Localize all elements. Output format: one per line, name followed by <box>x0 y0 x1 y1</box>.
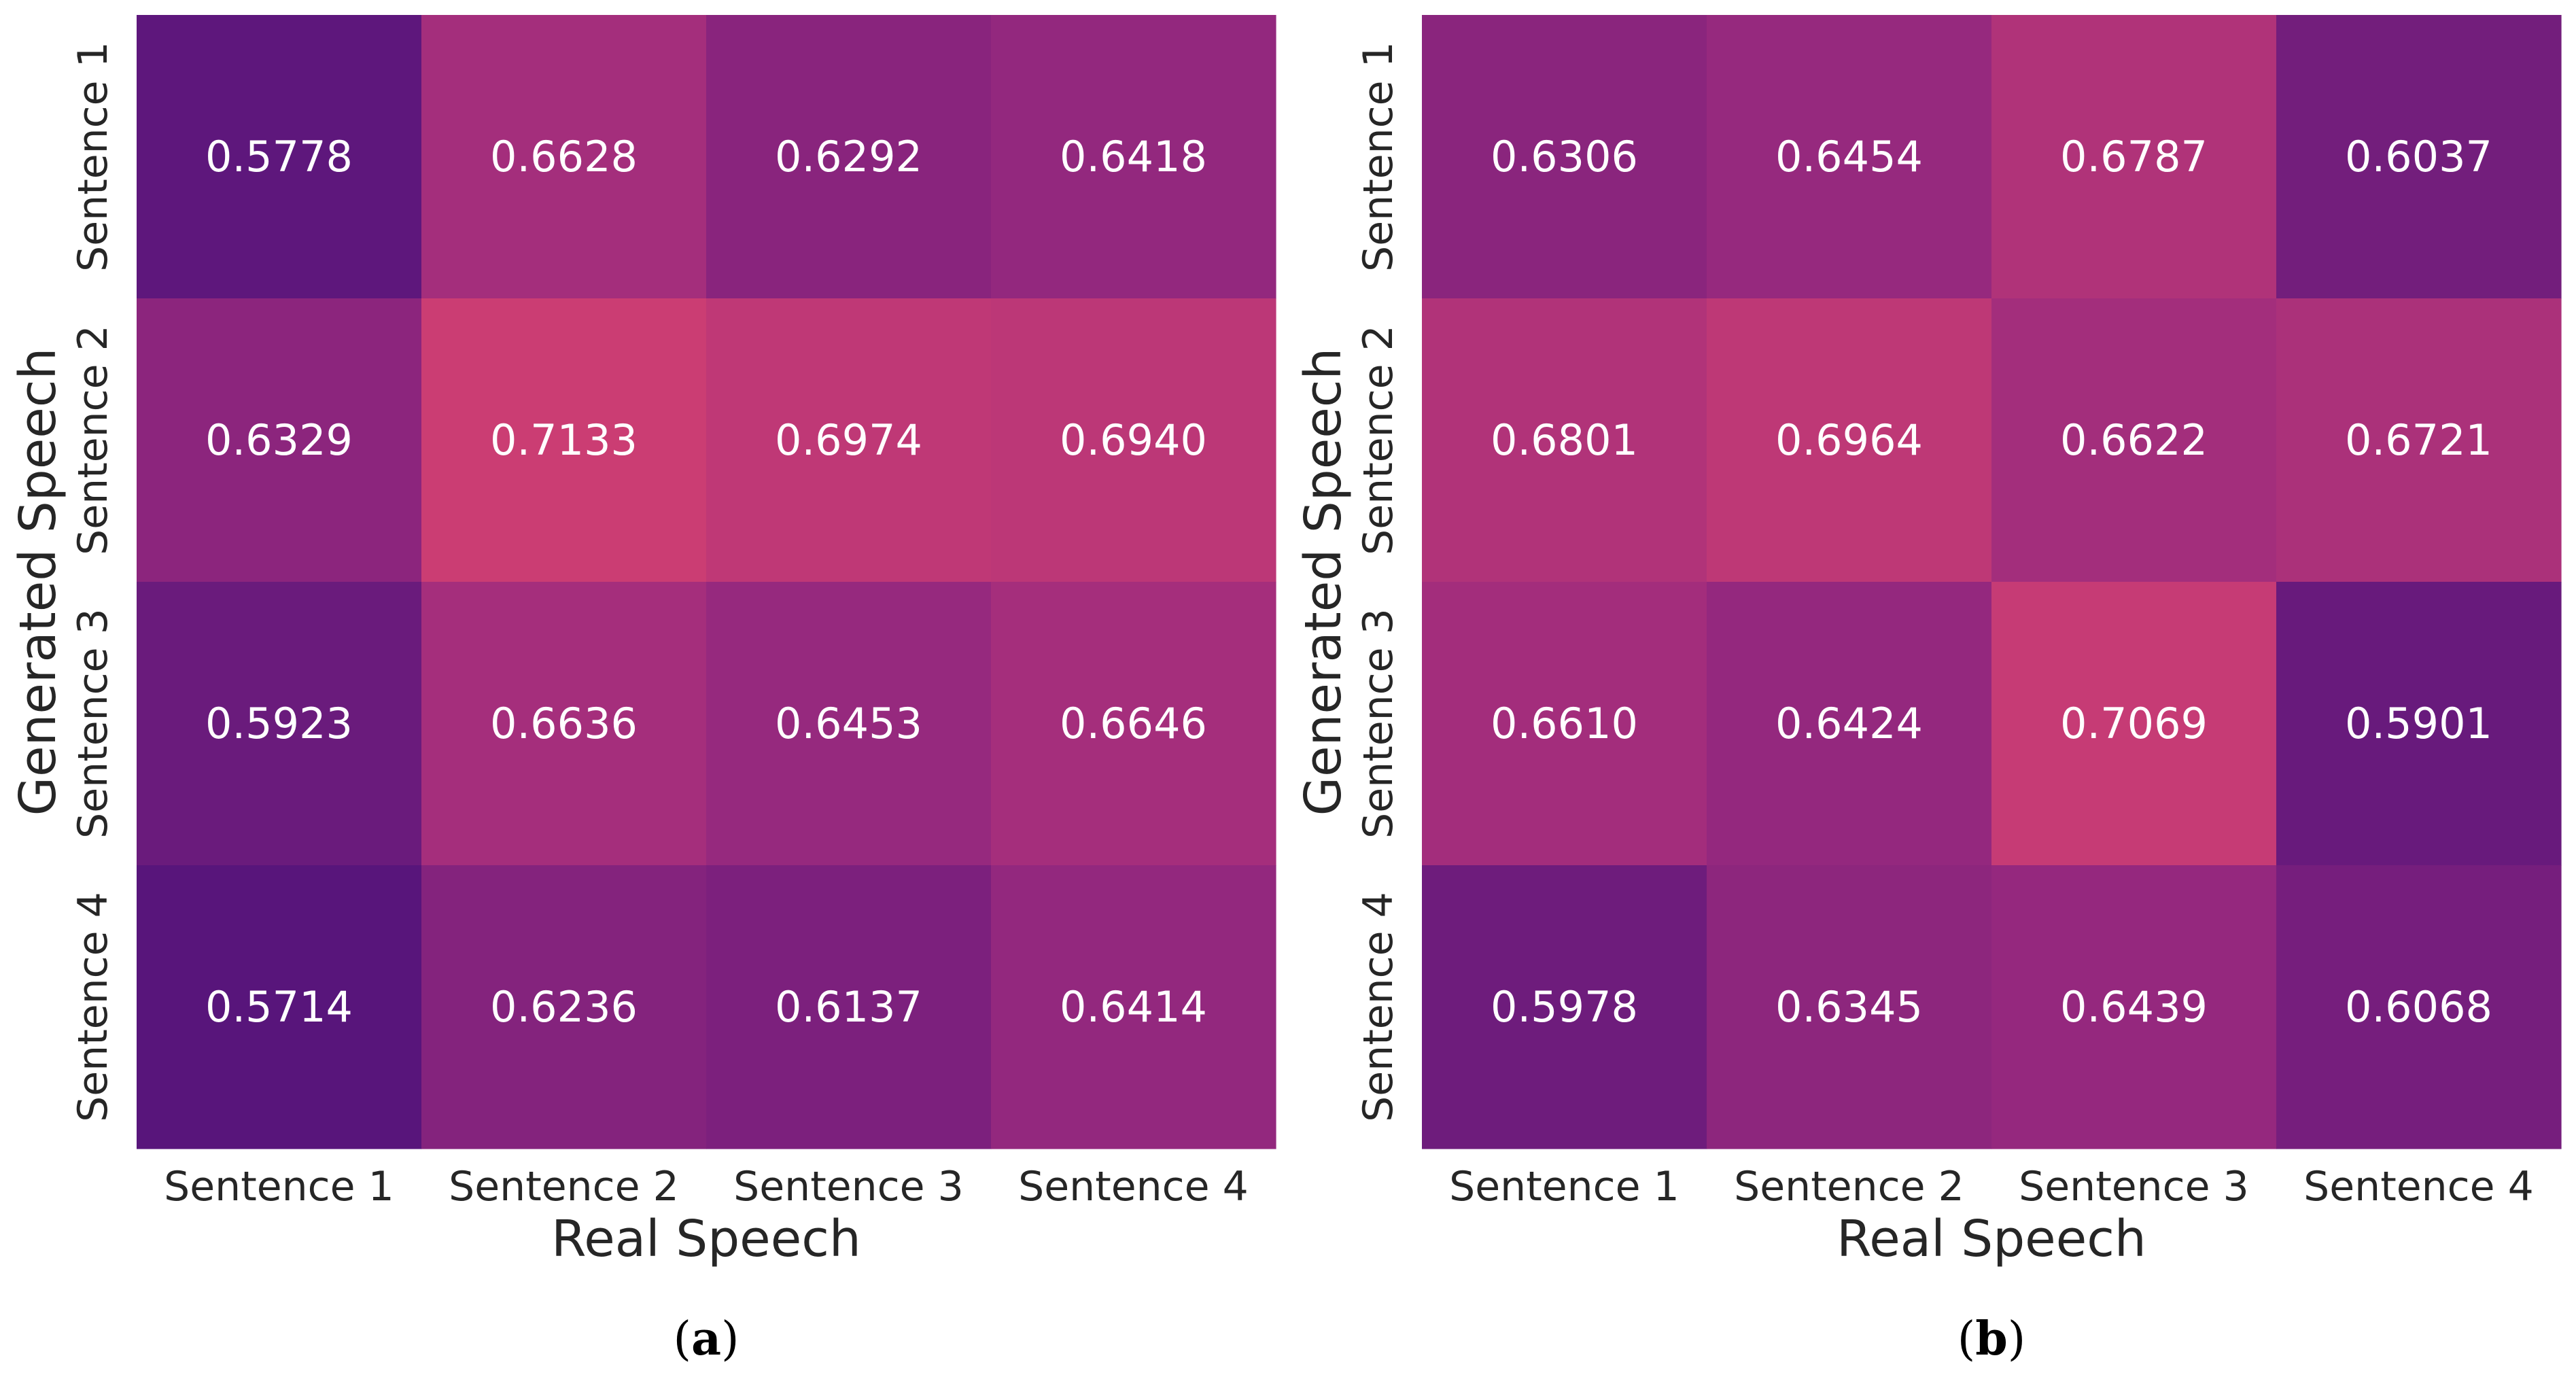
x-tick-label-b-1: Sentence 1 <box>1449 1163 1679 1210</box>
heatmap-cell-a-r4-c4 <box>991 865 1276 1149</box>
cell-label-a-r3-c1: 0.5923 <box>205 699 353 748</box>
heatmap-cell-a-r3-c4 <box>991 582 1276 866</box>
x-tick-label-b-2: Sentence 2 <box>1734 1163 1964 1210</box>
cell-label-b-r2-c2: 0.6964 <box>1775 415 1923 465</box>
y-tick-label-a-3: Sentence 3 <box>69 608 117 839</box>
heatmap-cell-b-r3-c2 <box>1707 582 1992 866</box>
x-tick-label-b-4: Sentence 4 <box>2303 1163 2534 1210</box>
heatmap-cell-b-r4-c4 <box>2276 865 2562 1149</box>
heatmap-cell-b-r1-c3 <box>1991 15 2277 299</box>
heatmap-panel-b: 0.6306 0.6454 0.6787 0.6037 0.6801 0.6964 0.66… <box>1294 15 2562 1366</box>
heatmap-cell-a-r4-c1 <box>137 865 422 1149</box>
y-axis-title-b: Generated Speech <box>1294 348 1353 816</box>
y-tick-label-a-4: Sentence 4 <box>69 892 117 1122</box>
caption-open-paren-b: ( <box>1957 1312 1976 1366</box>
heatmap-cell-a-r2-c3 <box>706 298 992 582</box>
heatmap-cell-b-r1-c4 <box>2276 15 2562 299</box>
y-tick-label-b-4: Sentence 4 <box>1355 892 1402 1122</box>
cell-label-a-r4-c2: 0.6236 <box>490 982 638 1032</box>
x-axis-title-a: Real Speech <box>551 1210 861 1268</box>
x-axis-title-b: Real Speech <box>1837 1210 2146 1268</box>
cell-label-a-r2-c2: 0.7133 <box>490 415 638 465</box>
cell-label-a-r4-c1: 0.5714 <box>205 982 353 1032</box>
cell-label-b-r2-c1: 0.6801 <box>1491 415 1638 465</box>
cell-label-b-r3-c4: 0.5901 <box>2345 699 2492 748</box>
x-tick-label-a-2: Sentence 2 <box>449 1163 679 1210</box>
heatmap-panel-a: 0.5778 0.6628 0.6292 0.6418 0.6329 0.7133 0.69… <box>9 15 1276 1366</box>
cell-label-a-r2-c1: 0.6329 <box>205 415 353 465</box>
caption-letter-a: a <box>691 1312 721 1366</box>
heatmap-cell-b-r2-c2 <box>1707 298 1992 582</box>
heatmap-cell-b-r2-c3 <box>1991 298 2277 582</box>
caption-close-paren-a: ) <box>721 1312 739 1366</box>
cell-label-b-r1-c3: 0.6787 <box>2060 132 2208 181</box>
heatmap-cell-a-r2-c4 <box>991 298 1276 582</box>
heatmap-cell-b-r3-c1 <box>1422 582 1707 866</box>
cell-label-b-r2-c3: 0.6622 <box>2060 415 2208 465</box>
heatmap-cell-b-r1-c1 <box>1422 15 1707 299</box>
y-tick-label-b-1: Sentence 1 <box>1355 41 1402 272</box>
heatmap-cell-a-r4-c2 <box>421 865 707 1149</box>
heatmap-cell-a-r2-c1 <box>137 298 422 582</box>
panel-caption-b: (b) <box>1957 1312 2026 1366</box>
cell-label-a-r1-c2: 0.6628 <box>490 132 638 181</box>
heatmap-cell-a-r1-c4 <box>991 15 1276 299</box>
cell-label-a-r1-c3: 0.6292 <box>775 132 922 181</box>
heatmap-cell-b-r4-c3 <box>1991 865 2277 1149</box>
x-tick-label-b-3: Sentence 3 <box>2019 1163 2249 1210</box>
caption-letter-b: b <box>1975 1312 2008 1366</box>
heatmap-cell-a-r3-c2 <box>421 582 707 866</box>
heatmap-cell-b-r2-c1 <box>1422 298 1707 582</box>
heatmap-cell-a-r4-c3 <box>706 865 992 1149</box>
heatmap-cell-b-r3-c3 <box>1991 582 2277 866</box>
heatmap-cell-a-r3-c3 <box>706 582 992 866</box>
y-tick-label-b-3: Sentence 3 <box>1355 608 1402 839</box>
panel-caption-a: (a) <box>673 1312 739 1366</box>
caption-open-paren-a: ( <box>673 1312 691 1366</box>
y-tick-label-b-2: Sentence 2 <box>1355 325 1402 555</box>
heatmap-cell-a-r1-c1 <box>137 15 422 299</box>
cell-label-b-r1-c2: 0.6454 <box>1775 132 1923 181</box>
cell-label-b-r3-c1: 0.6610 <box>1491 699 1638 748</box>
cell-label-a-r1-c4: 0.6418 <box>1060 132 1207 181</box>
cell-label-a-r3-c4: 0.6646 <box>1060 699 1207 748</box>
heatmap-cell-b-r3-c4 <box>2276 582 2562 866</box>
cell-label-a-r2-c4: 0.6940 <box>1060 415 1207 465</box>
cell-label-a-r2-c3: 0.6974 <box>775 415 922 465</box>
cell-label-b-r4-c2: 0.6345 <box>1775 982 1923 1032</box>
cell-label-b-r3-c2: 0.6424 <box>1775 699 1923 748</box>
cell-label-a-r3-c3: 0.6453 <box>775 699 922 748</box>
cell-label-b-r1-c4: 0.6037 <box>2345 132 2492 181</box>
heatmap-cell-a-r1-c2 <box>421 15 707 299</box>
heatmap-cell-b-r2-c4 <box>2276 298 2562 582</box>
caption-close-paren-b: ) <box>2008 1312 2026 1366</box>
cell-label-b-r4-c3: 0.6439 <box>2060 982 2208 1032</box>
heatmap-cell-a-r2-c2 <box>421 298 707 582</box>
x-tick-label-a-4: Sentence 4 <box>1018 1163 1249 1210</box>
cell-label-a-r1-c1: 0.5778 <box>205 132 353 181</box>
heatmap-cell-b-r4-c2 <box>1707 865 1992 1149</box>
cell-label-b-r4-c4: 0.6068 <box>2345 982 2492 1032</box>
cell-label-a-r4-c4: 0.6414 <box>1060 982 1207 1032</box>
cell-label-b-r4-c1: 0.5978 <box>1491 982 1638 1032</box>
cell-label-a-r3-c2: 0.6636 <box>490 699 638 748</box>
heatmap-cell-a-r1-c3 <box>706 15 992 299</box>
heatmap-cell-b-r1-c2 <box>1707 15 1992 299</box>
cell-label-b-r3-c3: 0.7069 <box>2060 699 2208 748</box>
cell-label-b-r2-c4: 0.6721 <box>2345 415 2492 465</box>
heatmap-cell-a-r3-c1 <box>137 582 422 866</box>
heatmap-cell-b-r4-c1 <box>1422 865 1707 1149</box>
cell-label-a-r4-c3: 0.6137 <box>775 982 922 1032</box>
y-tick-label-a-1: Sentence 1 <box>69 41 117 272</box>
y-tick-label-a-2: Sentence 2 <box>69 325 117 555</box>
y-axis-title-a: Generated Speech <box>9 348 67 816</box>
cell-label-b-r1-c1: 0.6306 <box>1491 132 1638 181</box>
x-tick-label-a-1: Sentence 1 <box>164 1163 394 1210</box>
x-tick-label-a-3: Sentence 3 <box>733 1163 964 1210</box>
